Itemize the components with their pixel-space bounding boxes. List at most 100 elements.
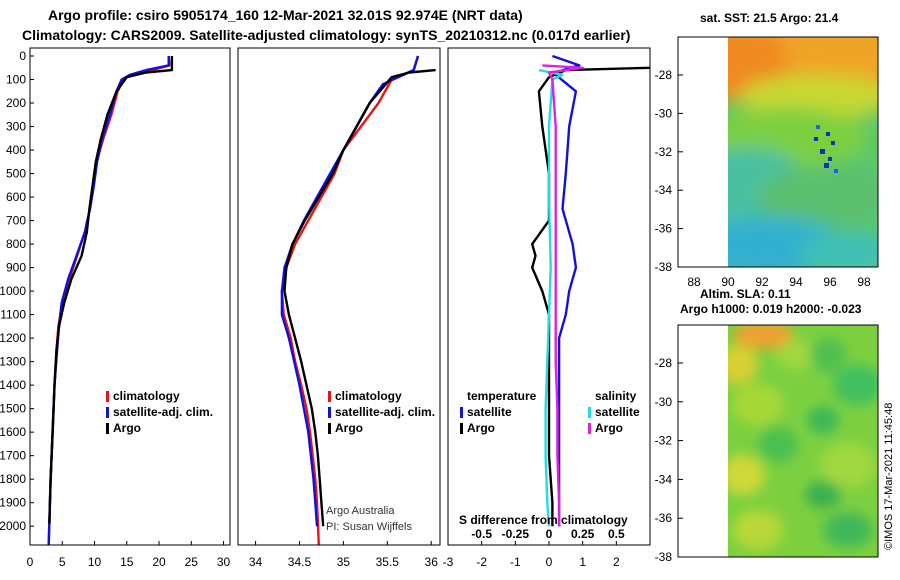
x-tick-label: 0 [27,555,34,569]
salinity-panel: 34 34.5 35 35.5 36 climatology satellite-adj.… [237,47,441,569]
sst-map-panel: sat. SST: 21.5 Argo: 21.4 -28 -30 -32 [655,11,879,289]
x-tick-label: 1 [579,555,586,569]
depth-tick-label: 1300 [0,355,26,369]
map-x-tick-label: 92 [755,275,769,289]
map-y-tick-label: -36 [655,511,673,525]
map-y-tick-label: -32 [655,145,673,159]
legend-swatch [588,423,591,434]
legend-swatch [460,423,463,434]
depth-tick-label: 1100 [0,308,26,322]
series-line-argo [283,68,436,527]
legend-label: climatology [113,389,180,403]
map-y-tick-label: -30 [655,395,673,409]
temperature-x-ticks: 0 5 10 15 20 25 30 [27,541,231,569]
series-line-climatology [47,55,171,545]
sla-map-panel: Altim. SLA: 0.11 Argo h1000: 0.019 h2000… [655,287,879,564]
x-tick-label: -3 [443,555,454,569]
sla-map-field [728,325,878,557]
temperature-frame [29,47,231,546]
legend-swatch [328,423,331,434]
s-tick-label: 0.25 [571,527,595,541]
depth-tick-label: 400 [6,143,26,157]
legend-swatch [106,391,109,402]
series-line-satellite-adj-clim- [47,56,170,545]
legend-swatch [328,407,331,418]
temperature-depth-ticks: 0 100 200 300 400 500 600 700 800 900 1000 1100 1200… [0,49,34,533]
s-tick-label: -0.25 [502,527,530,541]
map-y-tick-label: -28 [655,356,673,370]
depth-tick-label: 1400 [0,378,26,392]
sst-map-xticks: 88 90 92 94 96 98 [687,275,871,289]
legend-title: temperature [467,389,537,403]
series-line-argo [48,56,174,524]
map-y-tick-label: -38 [655,260,673,274]
depth-tick-label: 600 [6,190,26,204]
x-tick-label: 20 [152,555,166,569]
map-y-tick-label: -34 [655,472,673,486]
map-y-tick-label: -28 [655,68,673,82]
s-tick-label: 0 [546,527,553,541]
legend-swatch [106,423,109,434]
sst-map-field [728,37,878,267]
x-tick-label: 35.5 [376,555,400,569]
series-line-temperature-argo [531,66,650,527]
x-tick-label: -2 [476,555,487,569]
argo-australia-note: Argo Australia [326,505,395,517]
depth-tick-label: 1500 [0,402,26,416]
depth-tick-label: 2000 [0,519,26,533]
sst-map-ticks: -28 -30 -32 -34 -36 -38 [655,68,683,274]
temperature-legend: climatology satellite-adj. clim. Argo [106,389,213,435]
s-tick-label: -0.5 [471,527,492,541]
legend-label: satellite-adj. clim. [335,405,435,419]
x-tick-label: 5 [59,555,66,569]
depth-tick-label: 500 [6,167,26,181]
x-tick-label: 35 [337,555,351,569]
figure-title-line1: Argo profile: csiro 5905174_160 12-Mar-2… [48,7,523,23]
legend-label: Argo [335,421,363,435]
legend-label: Argo [113,421,141,435]
depth-tick-label: 1800 [0,472,26,486]
depth-tick-label: 1200 [0,331,26,345]
legend-label: Argo [467,421,495,435]
difference-plot-area [531,54,650,527]
map-x-tick-label: 94 [789,275,803,289]
legend-label: climatology [335,389,402,403]
x-tick-label: 25 [185,555,199,569]
sla-map-ticks: -28 -30 -32 -34 -36 -38 [655,356,683,564]
salinity-frame [237,47,441,546]
x-tick-label: -1 [510,555,521,569]
depth-tick-label: 1000 [0,284,26,298]
salinity-plot-area [280,55,436,545]
difference-panel: -3 -2 -1 0 1 2 -0.5 -0.25 0 0.25 0.5 S difference… [443,47,651,569]
salinity-x-ticks: 34 34.5 35 35.5 36 [249,541,438,569]
credit-text: ©IMOS 17-Mar-2021 11:45:48 [883,403,895,550]
legend-label: satellite [595,405,640,419]
depth-tick-label: 900 [6,261,26,275]
x-tick-label: 15 [120,555,134,569]
x-tick-label: 36 [425,555,439,569]
x-tick-label: 10 [88,555,102,569]
map-y-tick-label: -38 [655,550,673,564]
legend-title: salinity [595,389,637,403]
map-x-tick-label: 90 [721,275,735,289]
x-tick-label: 34 [249,555,263,569]
sla-map-title1: Altim. SLA: 0.11 [700,287,791,301]
legend-swatch [328,391,331,402]
temperature-plot-area [47,55,174,545]
map-x-tick-label: 96 [823,275,837,289]
depth-tick-label: 1700 [0,449,26,463]
legend-swatch [588,407,591,418]
map-x-tick-label: 88 [687,275,701,289]
map-x-tick-label: 98 [857,275,871,289]
salinity-legend: climatology satellite-adj. clim. Argo [328,389,435,435]
difference-xlabel: S difference from climatology [459,513,628,527]
depth-tick-label: 1900 [0,496,26,510]
series-line-salinity-argo [542,64,584,527]
depth-tick-label: 200 [6,96,26,110]
temperature-panel: 0100200300400500600700800900100011001200… [0,47,231,569]
map-y-tick-label: -36 [655,222,673,236]
depth-tick-label: 1600 [0,425,26,439]
figure-title-line2: Climatology: CARS2009. Satellite-adjuste… [22,27,630,43]
sst-map-title: sat. SST: 21.5 Argo: 21.4 [700,11,839,25]
